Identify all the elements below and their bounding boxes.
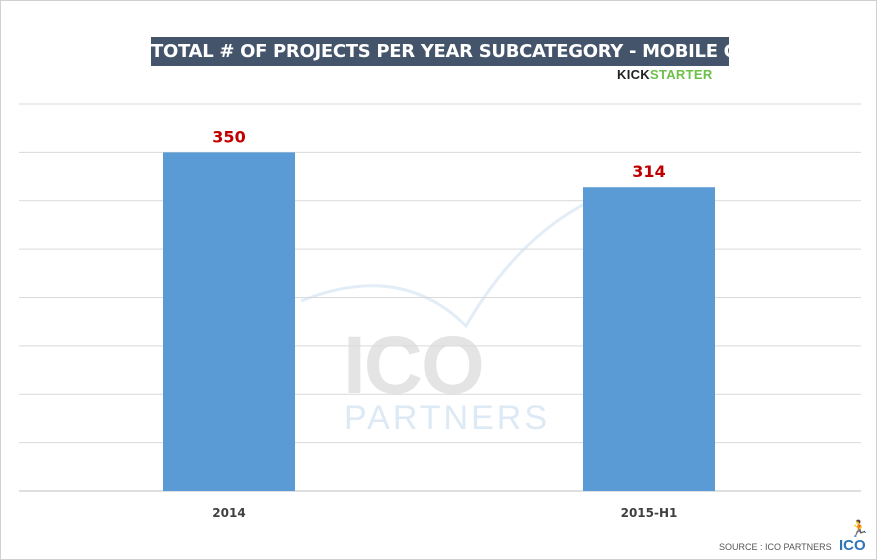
bar-2014: [163, 152, 295, 491]
source-note: SOURCE : ICO PARTNERS: [719, 542, 832, 552]
kickstarter-logo: KICKSTARTER: [617, 67, 713, 82]
data-label: 350: [212, 127, 245, 146]
chart-title: TOTAL # OF PROJECTS PER YEAR SUBCATEGORY…: [151, 37, 794, 66]
data-label: 314: [632, 162, 665, 181]
watermark-ico: ICO: [343, 320, 485, 411]
running-person-icon: 🏃: [849, 519, 869, 538]
watermark-partners: PARTNERS: [344, 399, 551, 437]
x-tick-label: 2014: [212, 506, 245, 520]
bar-2015-H1: [583, 187, 715, 491]
x-tick-label: 2015-H1: [621, 506, 678, 520]
kickstarter-logo-part2: STARTER: [649, 67, 713, 82]
kickstarter-logo-part1: KICK: [617, 67, 650, 82]
ico-logo: ICO: [839, 537, 866, 554]
watermark-arc: [300, 194, 602, 329]
